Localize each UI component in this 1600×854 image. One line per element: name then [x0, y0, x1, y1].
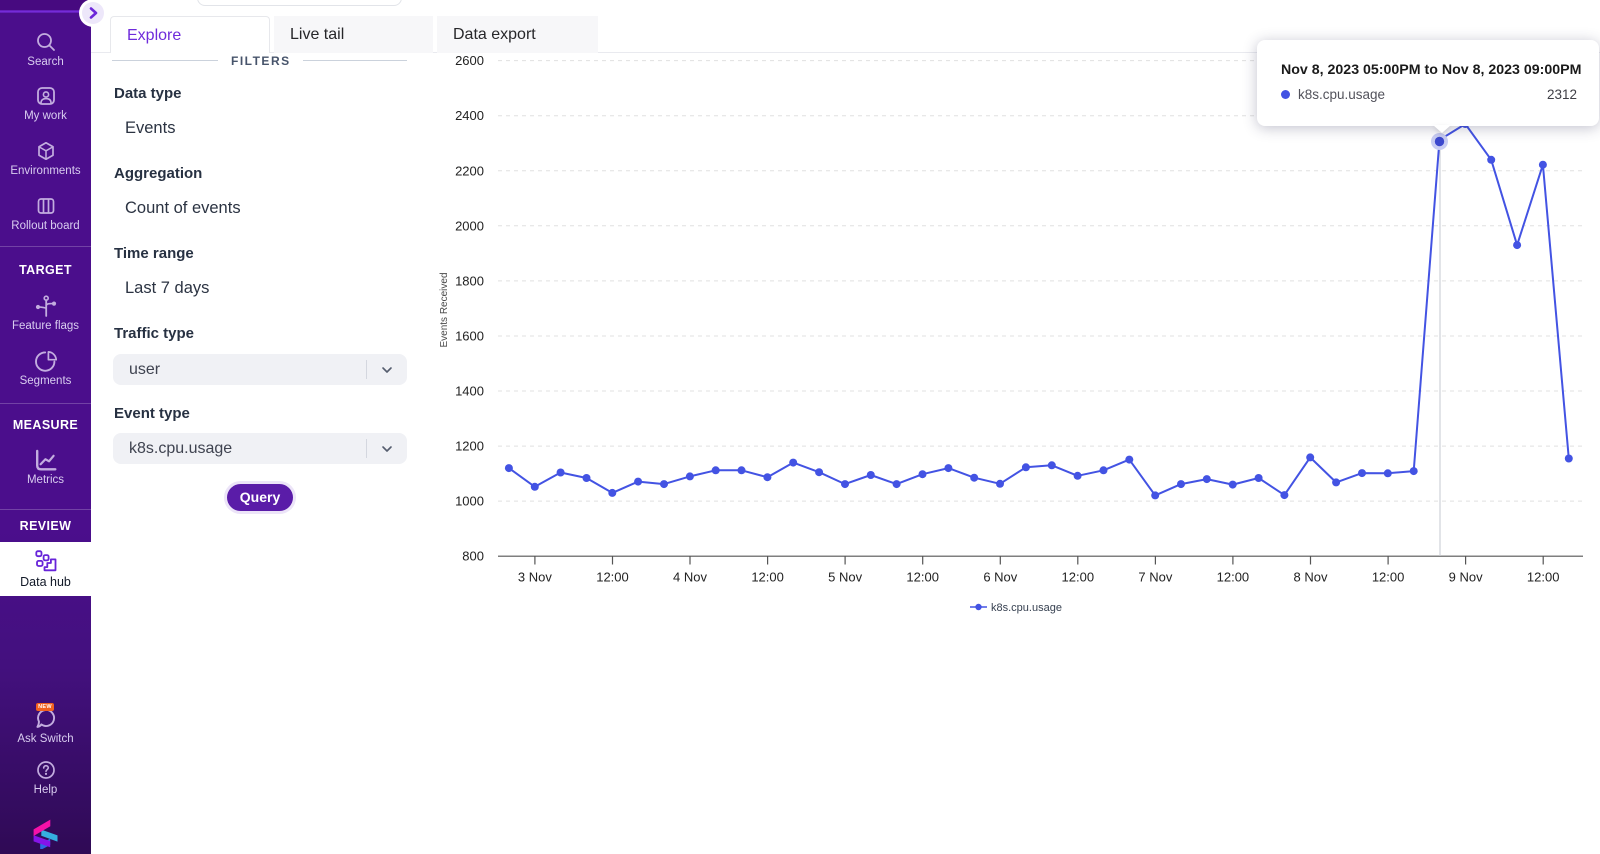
svg-text:12:00: 12:00 — [1062, 570, 1095, 585]
svg-text:800: 800 — [462, 549, 484, 564]
svg-text:12:00: 12:00 — [596, 570, 629, 585]
svg-text:12:00: 12:00 — [1372, 570, 1405, 585]
svg-text:1000: 1000 — [455, 494, 484, 509]
svg-text:2000: 2000 — [455, 218, 484, 233]
svg-text:12:00: 12:00 — [906, 570, 939, 585]
svg-text:8 Nov: 8 Nov — [1294, 570, 1328, 585]
svg-text:7 Nov: 7 Nov — [1138, 570, 1172, 585]
svg-text:k8s.cpu.usage: k8s.cpu.usage — [991, 602, 1062, 614]
svg-text:3 Nov: 3 Nov — [518, 570, 552, 585]
svg-text:12:00: 12:00 — [1527, 570, 1560, 585]
svg-text:1600: 1600 — [455, 329, 484, 344]
svg-text:1200: 1200 — [455, 439, 484, 454]
svg-text:4 Nov: 4 Nov — [673, 570, 707, 585]
svg-text:9 Nov: 9 Nov — [1449, 570, 1483, 585]
svg-text:Events Received: Events Received — [439, 272, 450, 347]
svg-text:2400: 2400 — [455, 108, 484, 123]
svg-text:1800: 1800 — [455, 273, 484, 288]
svg-text:12:00: 12:00 — [1217, 570, 1250, 585]
svg-text:6 Nov: 6 Nov — [983, 570, 1017, 585]
svg-text:1400: 1400 — [455, 384, 484, 399]
svg-text:5 Nov: 5 Nov — [828, 570, 862, 585]
svg-text:2600: 2600 — [455, 53, 484, 68]
svg-text:2200: 2200 — [455, 163, 484, 178]
svg-text:12:00: 12:00 — [751, 570, 784, 585]
